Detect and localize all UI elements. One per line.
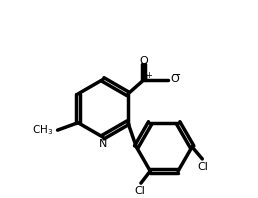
- Text: O: O: [139, 56, 148, 66]
- Text: N: N: [140, 74, 148, 84]
- Text: CH$_3$: CH$_3$: [32, 123, 53, 137]
- Text: Cl: Cl: [135, 187, 146, 196]
- Text: O: O: [171, 74, 180, 84]
- Text: N: N: [99, 139, 107, 149]
- Text: Cl: Cl: [198, 162, 209, 172]
- Text: −: −: [172, 70, 181, 80]
- Text: +: +: [145, 71, 152, 80]
